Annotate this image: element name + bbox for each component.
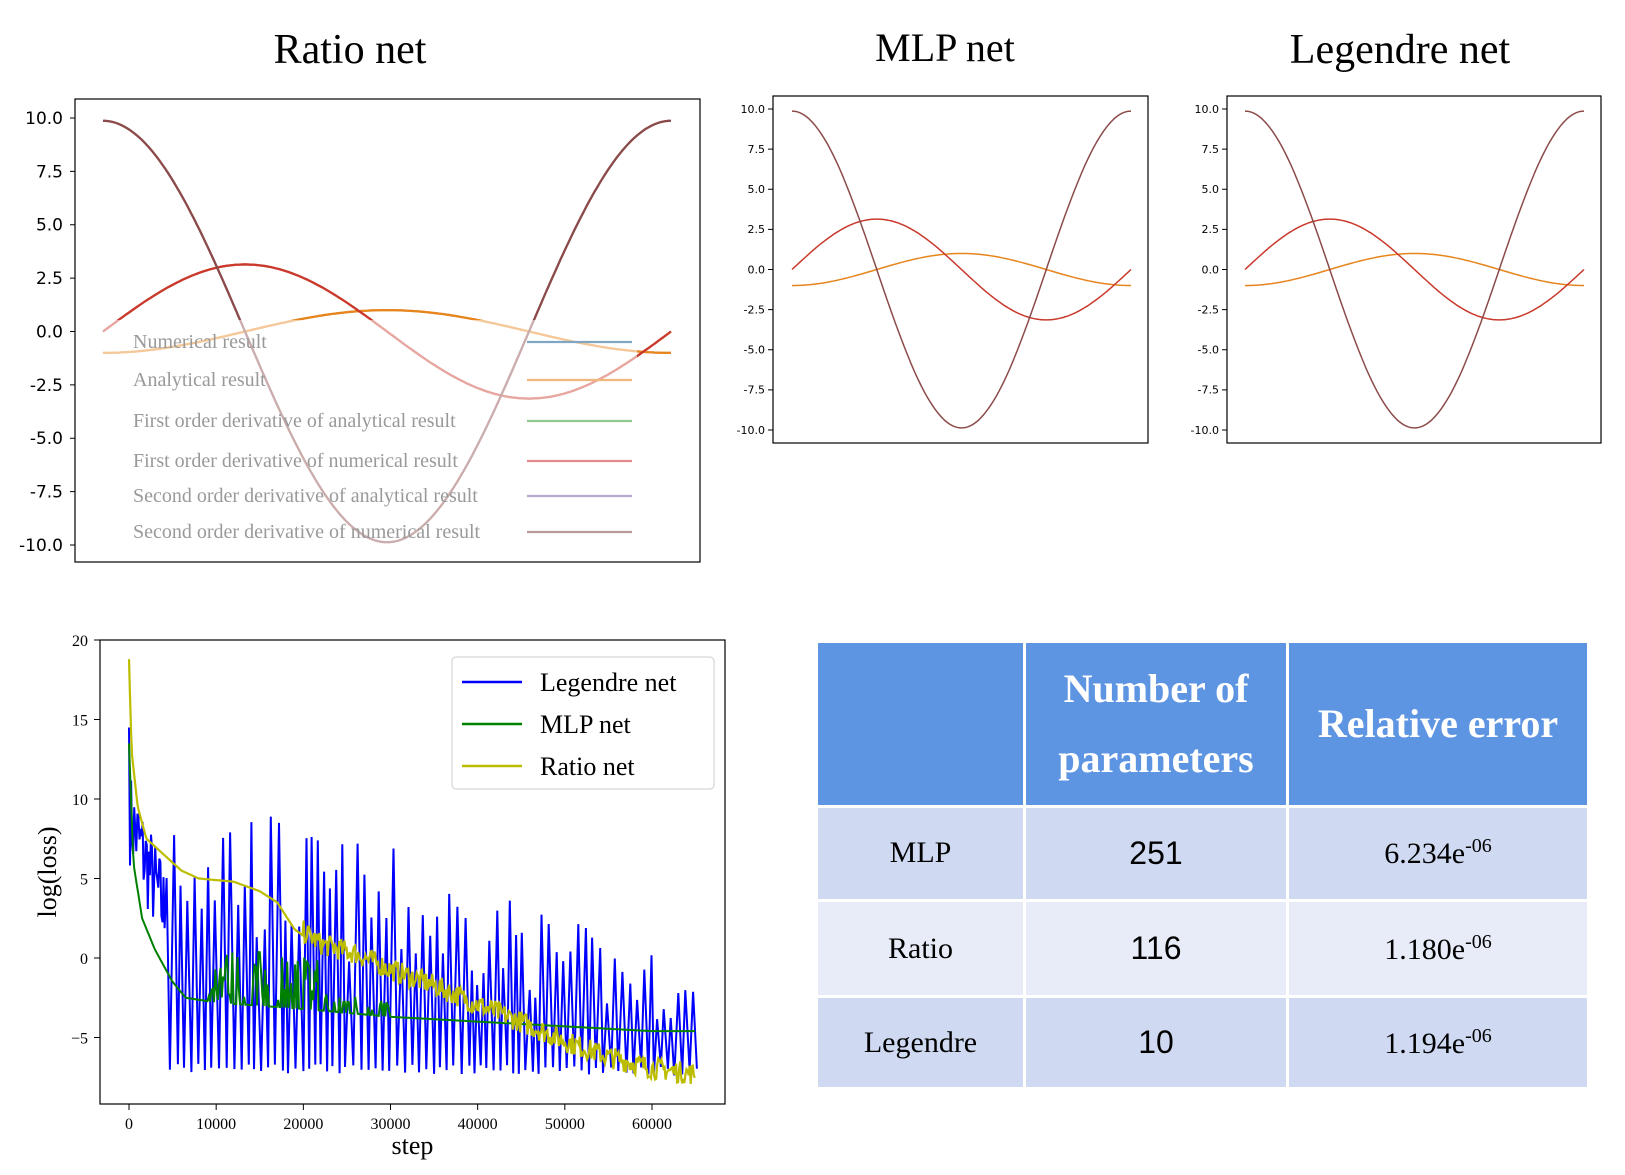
y-tick-label: 15 [72, 713, 88, 730]
legend-label: Analytical result [133, 369, 266, 391]
x-tick-label: 10000 [196, 1116, 236, 1133]
y-tick-label: 7.5 [1202, 143, 1220, 156]
y-tick-label: 10.0 [741, 103, 766, 116]
table-cell-error: 6.234e-06 [1286, 805, 1590, 902]
legend-label: Numerical result [133, 331, 267, 353]
error-exp: -06 [1465, 835, 1492, 858]
y-tick-label: 10 [72, 792, 88, 809]
series-line [791, 110, 1132, 429]
series-line [1244, 252, 1584, 287]
y-tick-label: 20 [72, 633, 88, 650]
y-tick-label: -7.5 [744, 384, 765, 397]
y-tick-label: -2.5 [744, 303, 765, 316]
series-line-legendre [128, 727, 698, 1076]
series-line [1244, 218, 1585, 321]
y-tick-label: 0.0 [1202, 263, 1220, 276]
table-cell-error: 1.194e-06 [1286, 995, 1590, 1090]
table-header-model [815, 640, 1026, 808]
legend-label: First order derivative of analytical res… [133, 410, 456, 432]
y-tick-label: -5.0 [1198, 344, 1219, 357]
table-cell-params: 251 [1023, 805, 1289, 902]
y-tick-label: -7.5 [30, 483, 63, 503]
ratio-net-title: Ratio net [273, 27, 427, 73]
y-tick-label: -10.0 [737, 424, 765, 437]
table-cell-model: Legendre [815, 995, 1026, 1090]
series-line-ratio [127, 659, 696, 1085]
x-tick-label: 60000 [632, 1116, 672, 1133]
plot-frame [74, 98, 701, 563]
series-line [791, 218, 1132, 321]
y-tick-label: 7.5 [36, 162, 63, 182]
y-tick-label: 7.5 [748, 143, 766, 156]
y-tick-label: 10.0 [1195, 103, 1220, 116]
error-exp: -06 [1465, 930, 1492, 953]
table-row: Legendre 10 1.194e-06 [815, 995, 1590, 1090]
series-line-mlp [128, 743, 696, 1033]
legend-label: Second order derivative of numerical res… [133, 521, 481, 543]
loss-legend-box [451, 656, 715, 790]
y-tick-label: 2.5 [1202, 223, 1220, 236]
y-tick-label: -10.0 [1191, 424, 1219, 437]
legend-box [77, 320, 637, 550]
y-tick-label: -5.0 [744, 344, 765, 357]
table-cell-model: MLP [815, 805, 1026, 902]
error-base: 1.194e [1384, 1026, 1466, 1060]
x-tick-label: 50000 [545, 1116, 585, 1133]
error-base: 6.234e [1384, 837, 1466, 871]
y-tick-label: −5 [71, 1031, 88, 1048]
y-tick-label: 0 [80, 951, 88, 968]
y-tick-label: -10.0 [19, 536, 63, 556]
table-header-params-line1: Number of [1063, 666, 1249, 711]
y-tick-label: 5.0 [748, 183, 766, 196]
table-cell-params: 10 [1023, 995, 1289, 1090]
loss-legend-label: MLP net [540, 710, 632, 739]
legend-label: Second order derivative of analytical re… [133, 485, 478, 507]
table-cell-params: 116 [1023, 898, 1289, 999]
results-table: Number of parameters Relative error MLP … [815, 640, 1590, 1090]
y-tick-label: -7.5 [1198, 384, 1219, 397]
legend-label: First order derivative of numerical resu… [133, 450, 458, 472]
y-tick-label: -5.0 [30, 429, 63, 449]
y-tick-label: 5.0 [1202, 183, 1220, 196]
table-header-error: Relative error [1286, 640, 1590, 808]
loss-legend-label: Legendre net [540, 668, 677, 697]
y-tick-label: -2.5 [30, 376, 63, 396]
x-axis-label: step [392, 1131, 434, 1160]
table-row: MLP 251 6.234e-06 [815, 805, 1590, 902]
series-line [1244, 110, 1585, 429]
x-tick-label: 30000 [371, 1116, 411, 1133]
mlp-net-title: MLP net [875, 25, 1015, 70]
error-base: 1.180e [1384, 932, 1466, 966]
x-tick-label: 20000 [283, 1116, 323, 1133]
table-cell-error: 1.180e-06 [1286, 898, 1590, 999]
y-tick-label: 5.0 [36, 216, 63, 236]
y-tick-label: 0.0 [748, 263, 766, 276]
error-exp: -06 [1465, 1024, 1492, 1047]
series-line [791, 252, 1131, 287]
y-tick-label: 5 [80, 872, 88, 889]
y-tick-label: 0.0 [36, 322, 63, 342]
legendre-net-title: Legendre net [1289, 27, 1511, 73]
loss-plot-frame [99, 639, 726, 1105]
loss-legend-label: Ratio net [540, 752, 635, 781]
x-tick-label: 40000 [458, 1116, 498, 1133]
x-tick-label: 0 [125, 1116, 133, 1133]
table-header-params: Number of parameters [1023, 640, 1289, 808]
table-cell-model: Ratio [815, 898, 1026, 999]
table-header-params-line2: parameters [1058, 736, 1254, 781]
y-tick-label: 10.0 [25, 109, 63, 129]
y-tick-label: 2.5 [36, 269, 63, 289]
y-tick-label: -2.5 [1198, 303, 1219, 316]
y-tick-label: 2.5 [748, 223, 766, 236]
table-row: Ratio 116 1.180e-06 [815, 898, 1590, 999]
y-axis-label: log(loss) [33, 827, 62, 918]
